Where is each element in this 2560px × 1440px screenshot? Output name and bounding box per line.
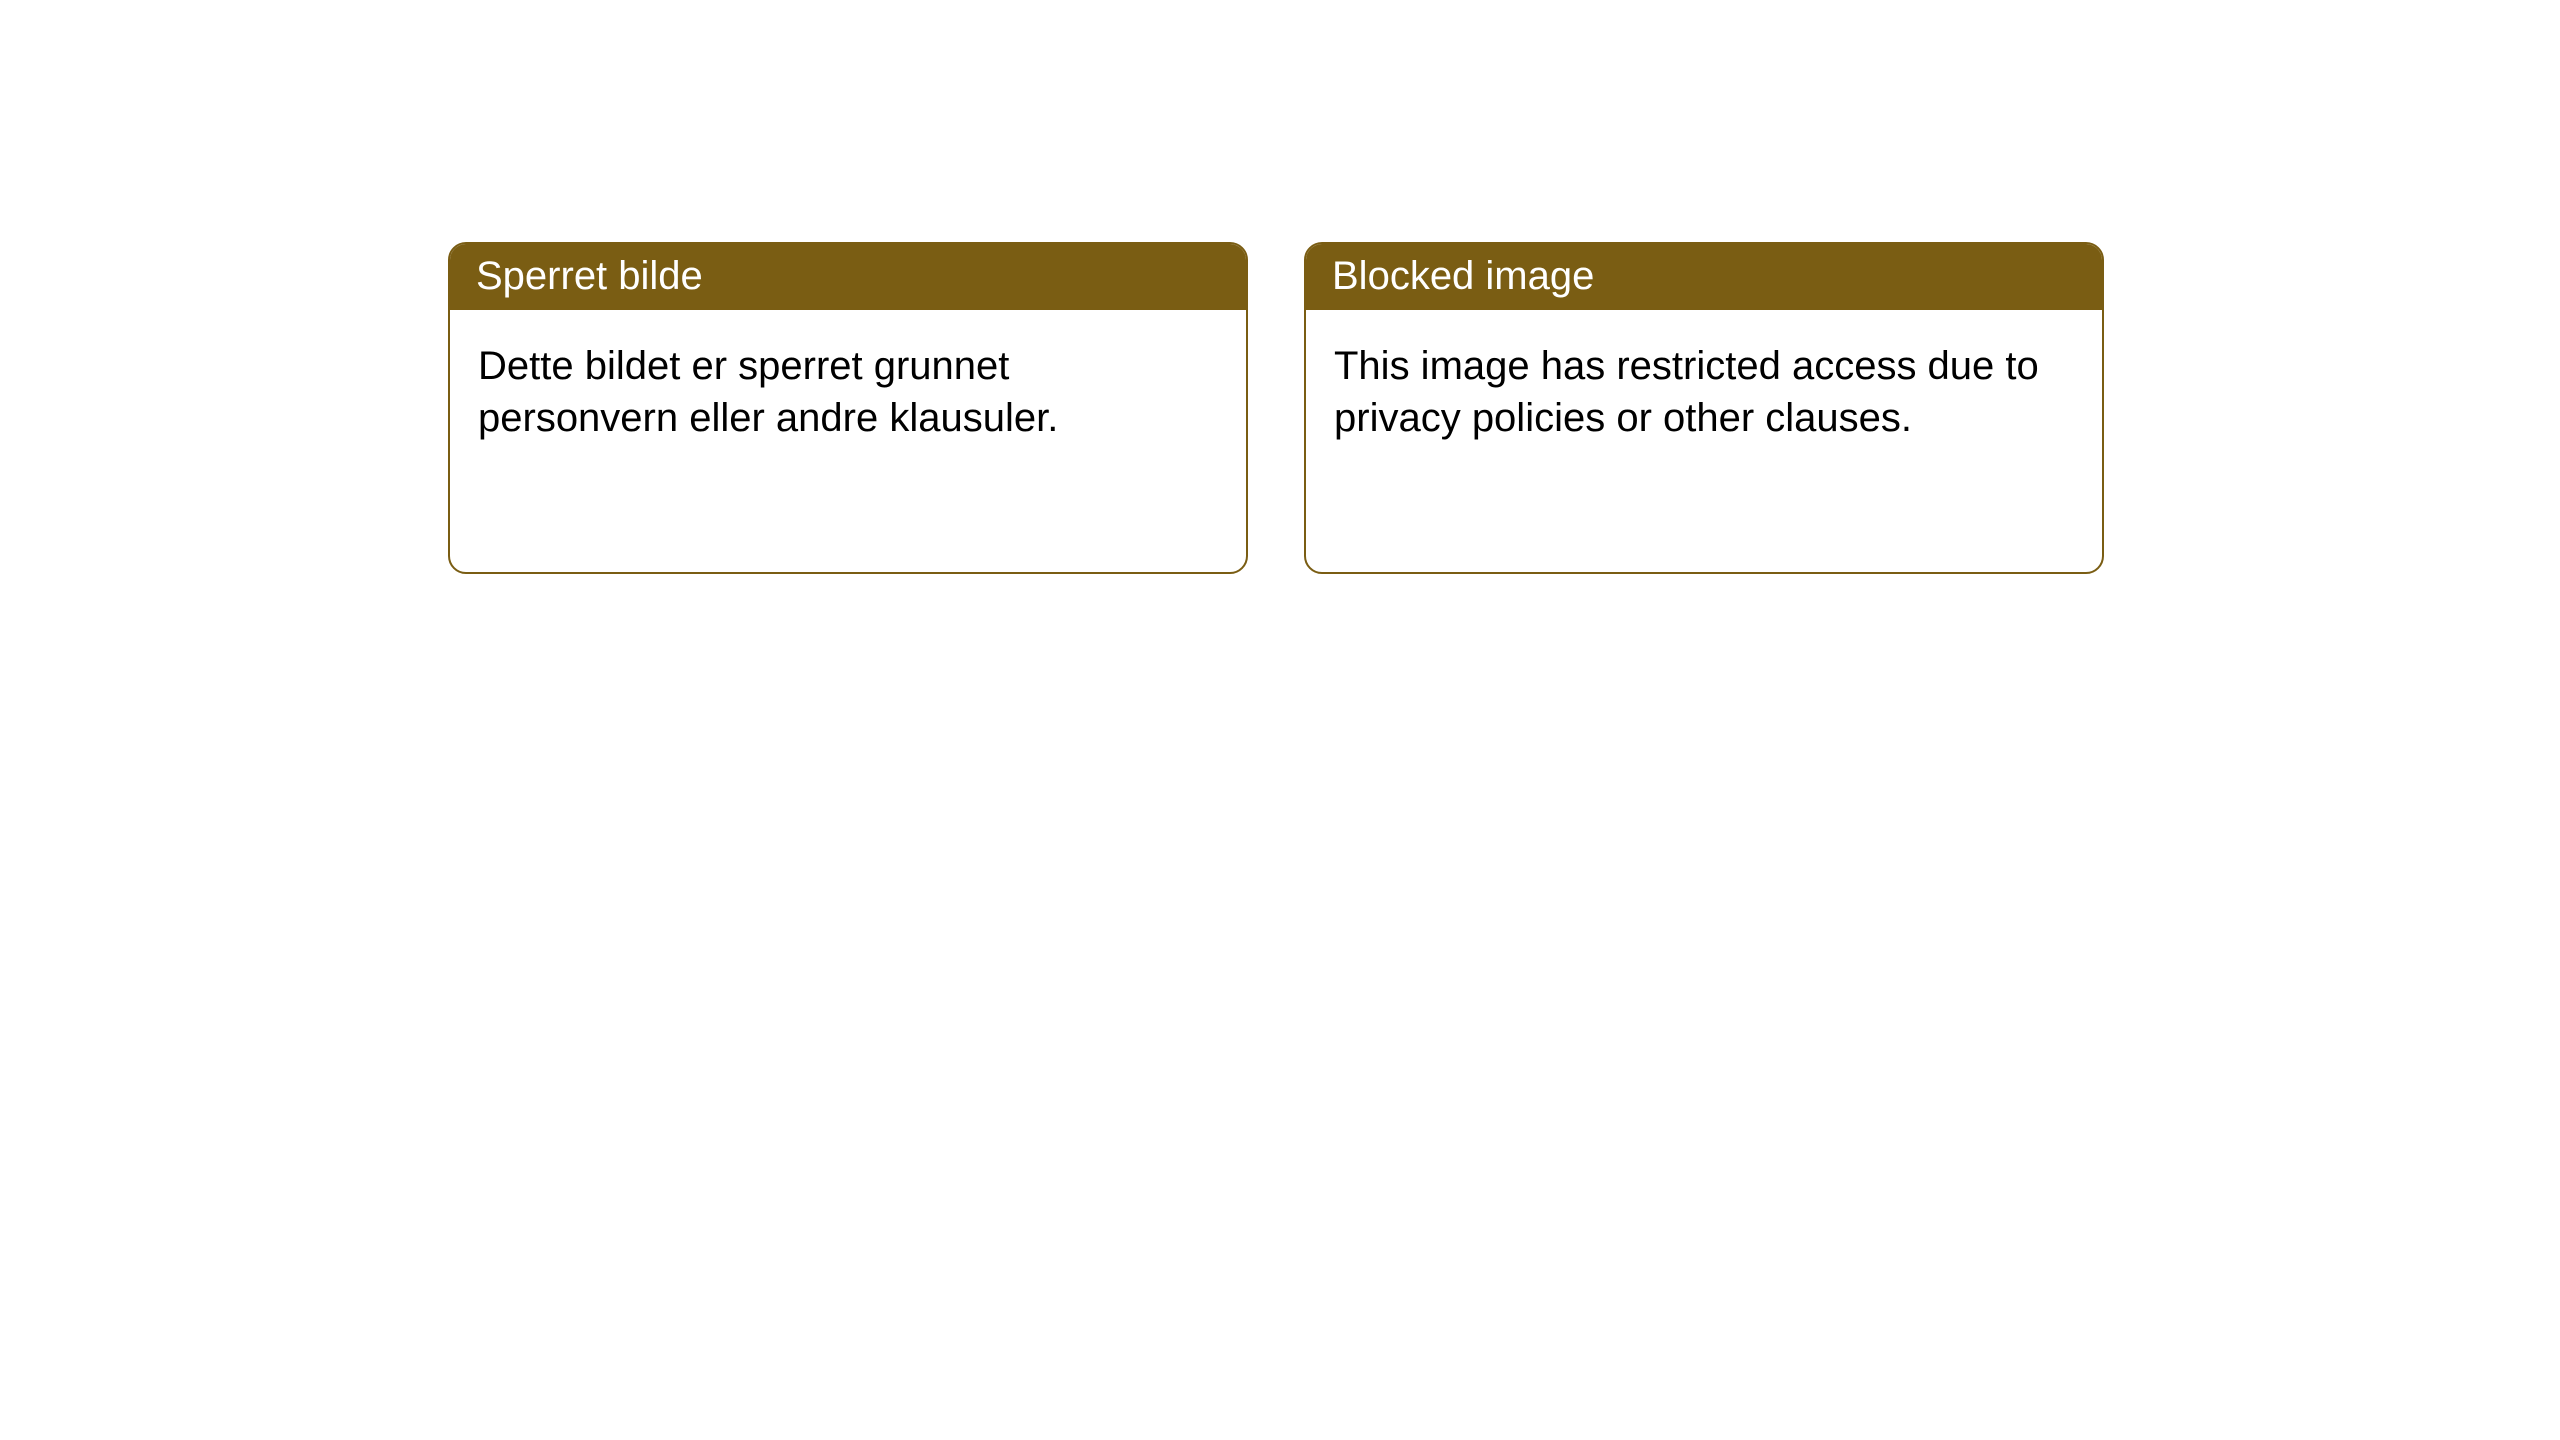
blocked-image-card-no: Sperret bilde Dette bildet er sperret gr… (448, 242, 1248, 574)
notice-cards-container: Sperret bilde Dette bildet er sperret gr… (0, 0, 2560, 574)
card-body: Dette bildet er sperret grunnet personve… (450, 310, 1246, 474)
card-title: Sperret bilde (450, 244, 1246, 310)
card-title: Blocked image (1306, 244, 2102, 310)
card-body: This image has restricted access due to … (1306, 310, 2102, 474)
blocked-image-card-en: Blocked image This image has restricted … (1304, 242, 2104, 574)
